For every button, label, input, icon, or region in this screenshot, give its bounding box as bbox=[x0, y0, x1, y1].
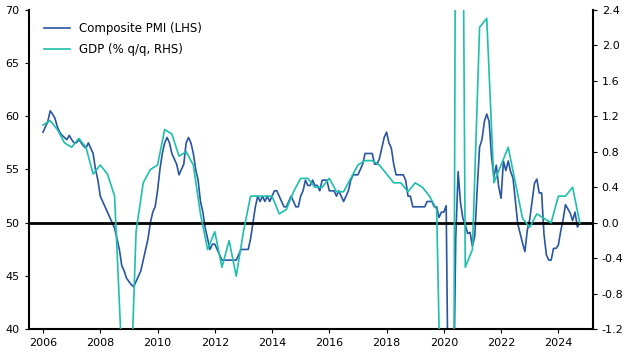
GDP (% q/q, RHS) bbox=[576, 221, 584, 225]
Composite PMI (LHS) bbox=[402, 178, 409, 182]
GDP (% q/q, RHS) bbox=[383, 172, 391, 176]
GDP (% q/q, RHS) bbox=[483, 16, 491, 21]
Composite PMI (LHS) bbox=[47, 109, 54, 113]
GDP (% q/q, RHS) bbox=[318, 185, 326, 189]
GDP (% q/q, RHS) bbox=[397, 181, 404, 185]
GDP (% q/q, RHS) bbox=[89, 172, 97, 176]
Composite PMI (LHS) bbox=[39, 130, 47, 134]
Composite PMI (LHS) bbox=[569, 218, 576, 223]
Line: Composite PMI (LHS): Composite PMI (LHS) bbox=[43, 111, 580, 354]
Line: GDP (% q/q, RHS): GDP (% q/q, RHS) bbox=[43, 0, 580, 354]
Legend: Composite PMI (LHS), GDP (% q/q, RHS): Composite PMI (LHS), GDP (% q/q, RHS) bbox=[40, 19, 206, 60]
Composite PMI (LHS) bbox=[63, 137, 70, 142]
GDP (% q/q, RHS) bbox=[39, 123, 47, 127]
Composite PMI (LHS) bbox=[338, 194, 345, 198]
Composite PMI (LHS) bbox=[435, 215, 443, 219]
Composite PMI (LHS) bbox=[576, 221, 584, 225]
Composite PMI (LHS) bbox=[378, 146, 386, 150]
GDP (% q/q, RHS) bbox=[225, 239, 233, 243]
